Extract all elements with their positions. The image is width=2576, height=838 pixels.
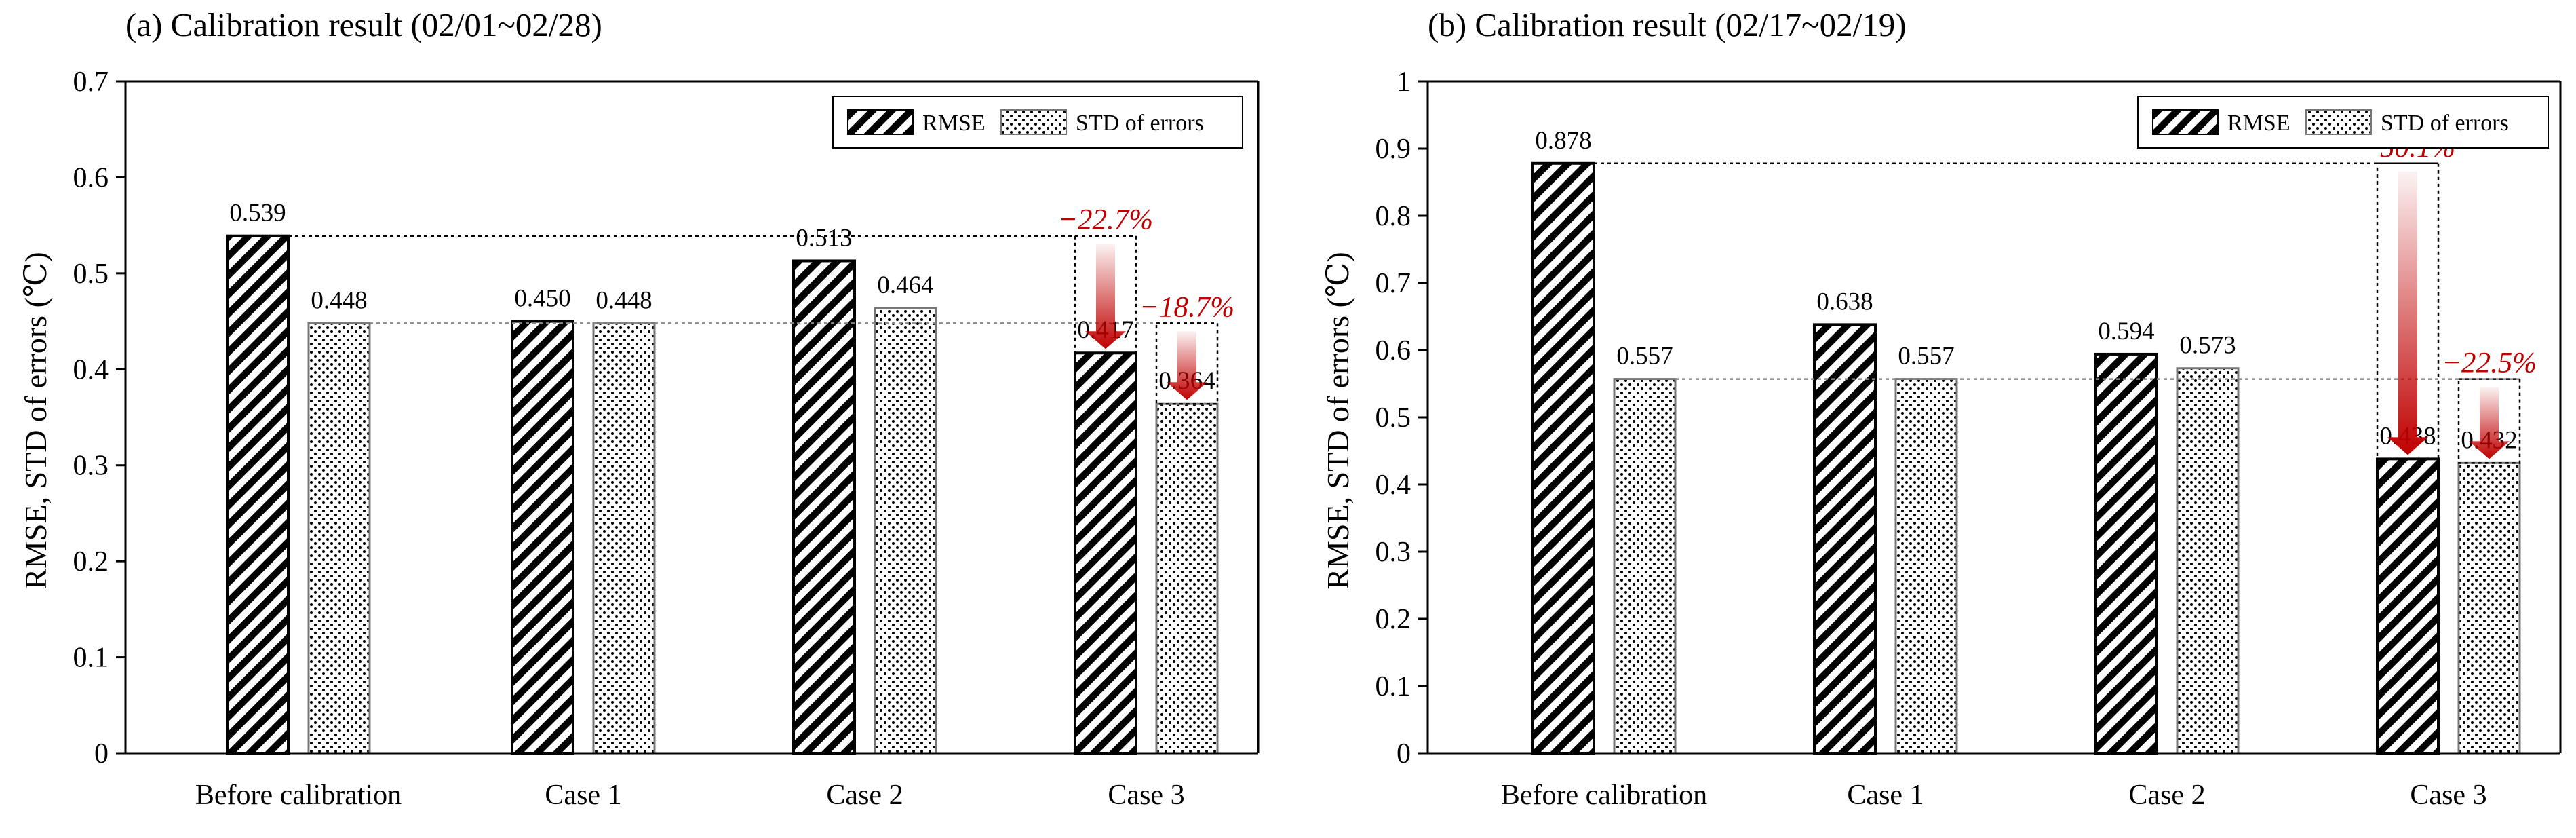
y-tick-label-6-a: 0.6 bbox=[73, 162, 109, 193]
legend-swatch-rmse-a bbox=[847, 109, 914, 135]
chart-title-b: (b) Calibration result (02/17~02/19) bbox=[1428, 6, 1907, 43]
bar-std-1-a bbox=[307, 322, 371, 755]
chart-panel-a: (a) Calibration result (02/01~02/28) RMS… bbox=[18, 6, 1260, 811]
legend-a: RMSE STD of errors bbox=[832, 96, 1243, 149]
y-tick-label-0-b: 0 bbox=[1397, 738, 1411, 769]
legend-b: RMSE STD of errors bbox=[2137, 96, 2549, 149]
reduction-label-std-a: −18.7% bbox=[1139, 291, 1234, 323]
value-label-rmse-3-b: 0.594 bbox=[2098, 318, 2154, 345]
x-tick-label-4-a: Case 3 bbox=[1108, 780, 1184, 811]
y-tick-label-1-b: 0.1 bbox=[1375, 671, 1411, 702]
reduction-box-rmse-b bbox=[2376, 162, 2440, 460]
reduction-label-std-b: −22.5% bbox=[2442, 347, 2537, 379]
legend-swatch-std-a bbox=[1000, 109, 1067, 135]
value-label-std-2-b: 0.557 bbox=[1898, 343, 1954, 370]
x-tick-label-3-b: Case 2 bbox=[2128, 780, 2205, 811]
y-tick-label-1-a: 0.1 bbox=[73, 643, 109, 674]
y-tick-label-9-b: 0.9 bbox=[1375, 134, 1411, 165]
value-label-std-3-b: 0.573 bbox=[2179, 332, 2236, 360]
x-tick-label-2-a: Case 1 bbox=[545, 780, 621, 811]
bars-a bbox=[226, 234, 1219, 755]
bar-rmse-3-b bbox=[2094, 352, 2158, 755]
reference-lines-b bbox=[1594, 162, 2520, 380]
bar-rmse-2-a bbox=[511, 320, 574, 755]
legend-label-rmse-b: RMSE bbox=[2227, 111, 2290, 136]
y-tick-label-2-a: 0.2 bbox=[73, 546, 109, 577]
value-label-rmse-2-a: 0.450 bbox=[514, 285, 570, 313]
x-ticks-b: Before calibration Case 1 Case 2 Case 3 bbox=[1501, 780, 2487, 811]
reduction-arrow-rmse-a bbox=[1085, 244, 1126, 349]
y-tick-label-3-b: 0.3 bbox=[1375, 537, 1411, 568]
reduction-box-std-a bbox=[1155, 322, 1219, 405]
x-tick-label-3-a: Case 2 bbox=[826, 780, 903, 811]
bar-std-4-b bbox=[2457, 461, 2521, 755]
axes-b bbox=[1426, 80, 2562, 755]
x-tick-label-1-b: Before calibration bbox=[1501, 780, 1707, 811]
x-tick-label-1-a: Before calibration bbox=[195, 780, 402, 811]
legend-label-std-b: STD of errors bbox=[2381, 111, 2509, 136]
bar-rmse-2-b bbox=[1813, 323, 1877, 755]
bar-std-2-b bbox=[1894, 378, 1958, 755]
legend-swatch-rmse-b bbox=[2152, 109, 2219, 135]
value-label-rmse-3-a: 0.513 bbox=[796, 224, 852, 252]
x-ticks-a: Before calibration Case 1 Case 2 Case 3 bbox=[195, 780, 1185, 811]
value-label-rmse-1-b: 0.878 bbox=[1535, 127, 1591, 155]
legend-label-rmse-a: RMSE bbox=[922, 111, 985, 136]
legend-swatch-std-b bbox=[2305, 109, 2372, 135]
bar-rmse-4-b bbox=[2376, 457, 2440, 755]
reduction-arrow-std-a bbox=[1167, 331, 1207, 400]
y-tick-label-7-a: 0.7 bbox=[73, 66, 109, 98]
reduction-box-rmse-a bbox=[1074, 235, 1137, 354]
x-tick-label-4-b: Case 3 bbox=[2410, 780, 2486, 811]
bar-std-4-a bbox=[1155, 402, 1219, 755]
value-label-std-1-a: 0.448 bbox=[311, 286, 367, 314]
reductions-b: −50.1%−22.5% bbox=[2360, 132, 2537, 464]
bar-std-3-a bbox=[874, 307, 937, 755]
value-label-std-1-b: 0.557 bbox=[1616, 343, 1673, 370]
y-tick-label-5-a: 0.5 bbox=[73, 259, 109, 290]
bars-b bbox=[1531, 161, 2521, 755]
y-tick-label-3-a: 0.3 bbox=[73, 451, 109, 482]
bar-std-1-b bbox=[1613, 378, 1677, 755]
axes-a bbox=[124, 80, 1260, 755]
y-tick-label-10-b: 1 bbox=[1397, 66, 1411, 98]
y-axis-label-a: RMSE, STD of errors (℃) bbox=[18, 252, 53, 589]
y-axis-label-b: RMSE, STD of errors (℃) bbox=[1321, 252, 1355, 589]
bar-std-2-a bbox=[592, 322, 656, 755]
legend-label-std-a: STD of errors bbox=[1076, 111, 1204, 136]
bar-std-3-b bbox=[2176, 367, 2240, 755]
value-label-rmse-2-b: 0.638 bbox=[1816, 288, 1873, 316]
y-tick-label-6-b: 0.6 bbox=[1375, 335, 1411, 366]
y-tick-label-8-b: 0.8 bbox=[1375, 201, 1411, 232]
bar-rmse-3-a bbox=[792, 259, 856, 755]
y-ticks-b: 0 0.1 0.2 0.3 0.4 0.5 0.6 0.7 0.8 0.9 1 bbox=[1375, 66, 1428, 769]
reduction-box-std-b bbox=[2457, 378, 2521, 464]
reference-lines-a bbox=[288, 235, 1217, 324]
y-tick-label-4-b: 0.4 bbox=[1375, 470, 1411, 501]
value-label-std-2-a: 0.448 bbox=[596, 286, 652, 314]
y-tick-label-5-b: 0.5 bbox=[1375, 402, 1411, 434]
reduction-arrow-std-b bbox=[2469, 387, 2510, 459]
y-tick-label-0-a: 0 bbox=[94, 738, 109, 769]
x-tick-label-2-b: Case 1 bbox=[1847, 780, 1924, 811]
y-ticks-a: 0 0.1 0.2 0.3 0.4 0.5 0.6 0.7 bbox=[73, 66, 125, 769]
chart-title-a: (a) Calibration result (02/01~02/28) bbox=[125, 6, 602, 43]
y-tick-label-2-b: 0.2 bbox=[1375, 604, 1411, 635]
bar-rmse-4-a bbox=[1074, 351, 1137, 755]
reduction-arrow-rmse-b bbox=[2387, 171, 2428, 455]
reduction-label-rmse-a: −22.7% bbox=[1058, 204, 1153, 236]
y-tick-label-7-b: 0.7 bbox=[1375, 268, 1411, 299]
reductions-a: −22.7% −18.7% bbox=[1058, 204, 1234, 405]
bar-rmse-1-a bbox=[226, 234, 290, 755]
y-tick-label-4-a: 0.4 bbox=[73, 354, 109, 385]
value-label-std-3-a: 0.464 bbox=[877, 271, 933, 299]
value-label-rmse-1-a: 0.539 bbox=[229, 199, 286, 227]
bar-rmse-1-b bbox=[1531, 161, 1595, 755]
chart-panel-b: (b) Calibration result (02/17~02/19) RMS… bbox=[1321, 6, 2562, 811]
